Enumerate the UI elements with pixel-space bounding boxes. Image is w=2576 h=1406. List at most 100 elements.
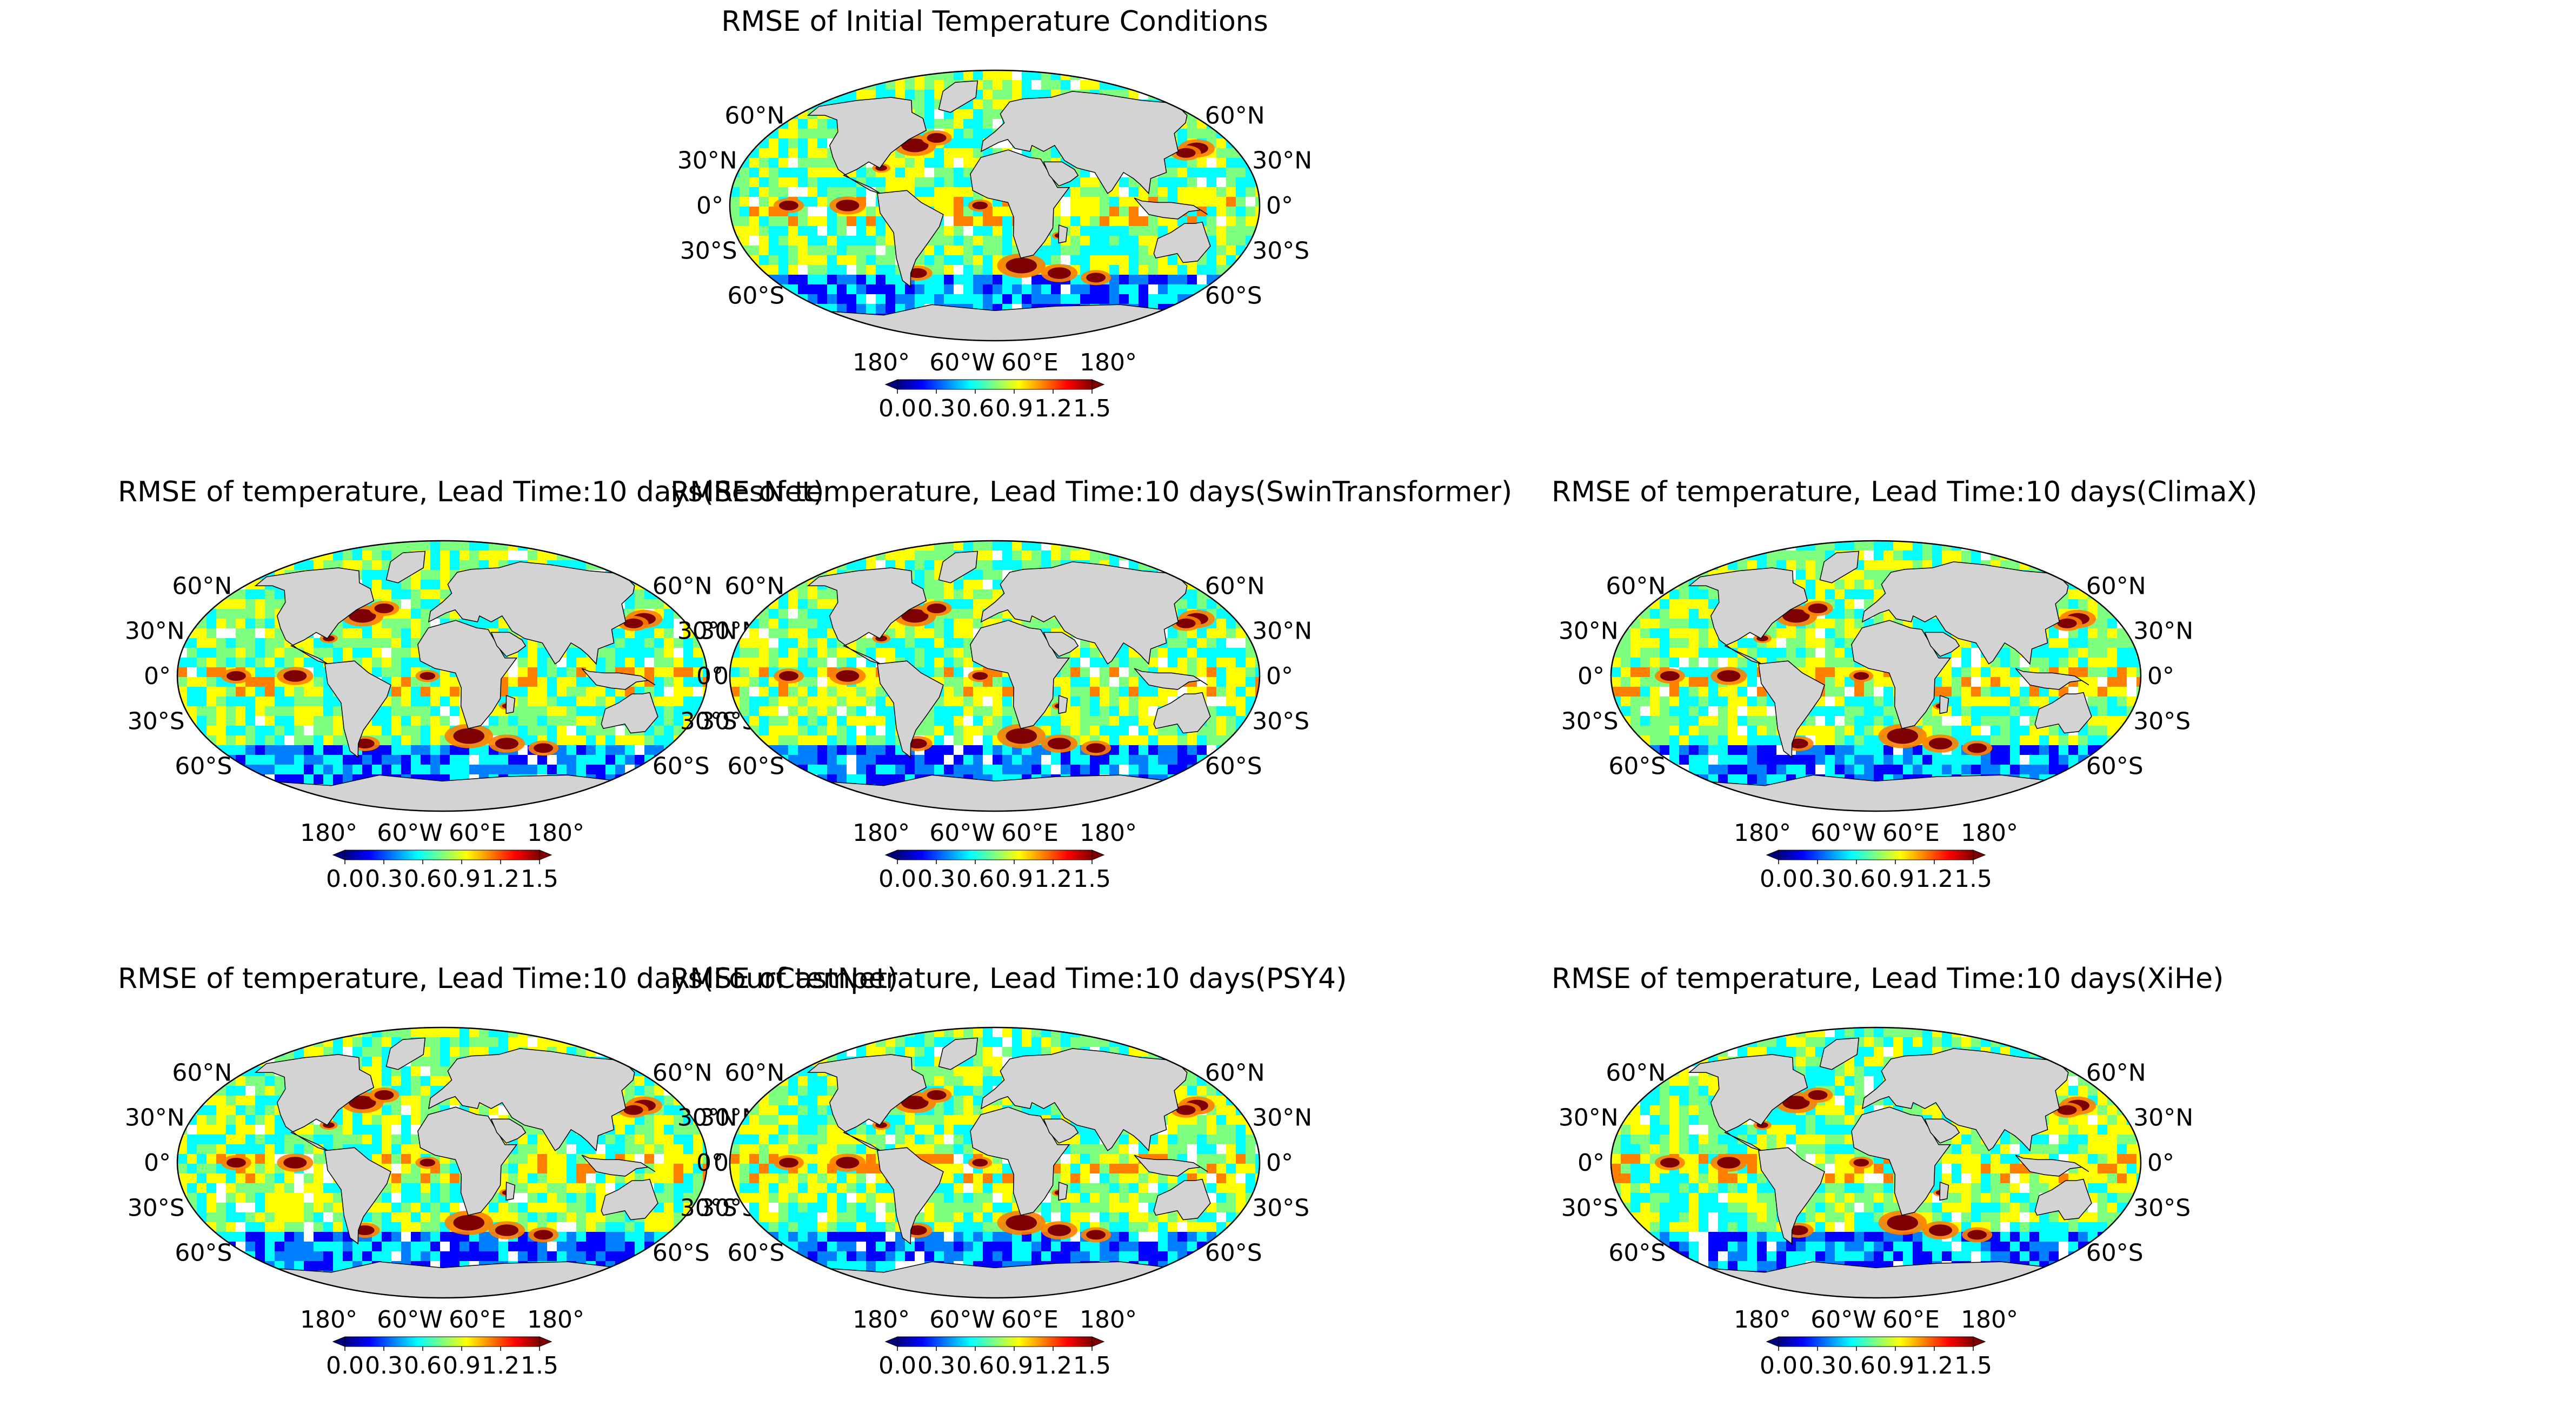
rmse-cell [1031, 765, 1041, 774]
rmse-cell [1090, 207, 1100, 216]
rmse-cell [993, 275, 1002, 284]
rmse-cell [1650, 541, 1660, 551]
rmse-cell [817, 265, 827, 275]
rmse-cell [401, 677, 411, 687]
missing-cell [216, 628, 226, 638]
rmse-cell [798, 794, 808, 804]
rmse-cell [759, 648, 769, 658]
rmse-cell [411, 619, 421, 628]
rmse-cell [740, 265, 749, 275]
rmse-cell [1090, 226, 1100, 236]
rmse-cell [788, 648, 798, 658]
rmse-cell [1187, 304, 1197, 314]
rmse-cell [817, 541, 827, 551]
rmse-cell [759, 314, 769, 323]
rmse-cell [518, 697, 528, 706]
rmse-cell [788, 745, 798, 755]
rmse-cell [798, 570, 808, 580]
rmse-cell [177, 551, 187, 560]
missing-cell [730, 90, 740, 100]
rmse-cell [1012, 541, 1022, 551]
rmse-cell [1236, 784, 1246, 794]
rmse-cell [963, 284, 973, 294]
rmse-cell [1226, 697, 1236, 706]
rmse-cell [1168, 541, 1177, 551]
rmse-cell [778, 187, 788, 197]
rmse-cell [924, 177, 934, 187]
rmse-cell [1796, 551, 1806, 560]
rmse-cell [1187, 648, 1197, 658]
rmse-cell [778, 333, 788, 343]
rmse-cell [265, 765, 275, 774]
rmse-cell [294, 551, 304, 560]
rmse-cell [740, 804, 749, 813]
rmse-cell [817, 119, 827, 129]
rmse-cell [226, 784, 236, 794]
rmse-cell [817, 314, 827, 323]
rmse-cell [1883, 551, 1893, 560]
missing-cell [1216, 216, 1226, 226]
missing-cell [1119, 187, 1129, 197]
rmse-cell [963, 246, 973, 255]
rmse-cell [1080, 551, 1090, 560]
rmse-cell [1207, 638, 1216, 648]
rmse-cell [440, 541, 450, 551]
rmse-cell [1070, 551, 1080, 560]
rmse-cell [954, 226, 963, 236]
rmse-cell [778, 80, 788, 90]
rmse-cell [586, 804, 596, 813]
rmse-cell [197, 667, 207, 677]
rmse-cell [876, 236, 886, 246]
missing-cell [567, 726, 576, 735]
rmse-cell [983, 560, 993, 570]
rmse-cell [1246, 333, 1255, 343]
rmse-cell [808, 745, 817, 755]
rmse-cell [749, 90, 759, 100]
missing-cell [255, 628, 265, 638]
rmse-cell [1002, 560, 1012, 570]
rmse-cell [411, 628, 421, 638]
rmse-cell [401, 638, 411, 648]
rmse-cell [382, 765, 391, 774]
rmse-cell [1246, 265, 1255, 275]
rmse-cell [788, 706, 798, 716]
rmse-cell [576, 755, 586, 765]
rmse-cell [1139, 294, 1148, 304]
rmse-cell [1168, 284, 1177, 294]
rmse-cell [749, 667, 759, 677]
rmse-cell [236, 570, 245, 580]
missing-cell [1129, 726, 1139, 735]
missing-cell [1168, 70, 1177, 80]
rmse-cell [769, 216, 778, 226]
rmse-cell [187, 697, 197, 706]
rmse-cell [730, 323, 740, 333]
rmse-cell [440, 745, 450, 755]
rmse-cell [265, 667, 275, 677]
rmse-cell [1236, 197, 1246, 207]
rmse-cell [934, 648, 944, 658]
rmse-cell [421, 755, 430, 765]
rmse-cell [866, 216, 876, 226]
rmse-cell [1139, 551, 1148, 560]
rmse-cell [827, 735, 837, 745]
rmse-cell [1207, 333, 1216, 343]
rmse-cell [255, 648, 265, 658]
rmse-cell [934, 706, 944, 716]
rmse-cell [323, 697, 333, 706]
rmse-cell [1109, 706, 1119, 716]
rmse-cell [615, 638, 625, 648]
rmse-cell [749, 551, 759, 560]
rmse-cell [362, 765, 372, 774]
rmse-cell [915, 100, 924, 109]
rmse-cell [245, 589, 255, 599]
rmse-cell [197, 541, 207, 551]
rmse-cell [808, 90, 817, 100]
rmse-cell [518, 658, 528, 667]
rmse-cell [837, 551, 847, 560]
rmse-cell [759, 323, 769, 333]
rmse-cell [605, 755, 615, 765]
rmse-cell [187, 638, 197, 648]
rmse-cell [1246, 323, 1255, 333]
rmse-cell [226, 638, 236, 648]
rmse-cell [1158, 784, 1168, 794]
